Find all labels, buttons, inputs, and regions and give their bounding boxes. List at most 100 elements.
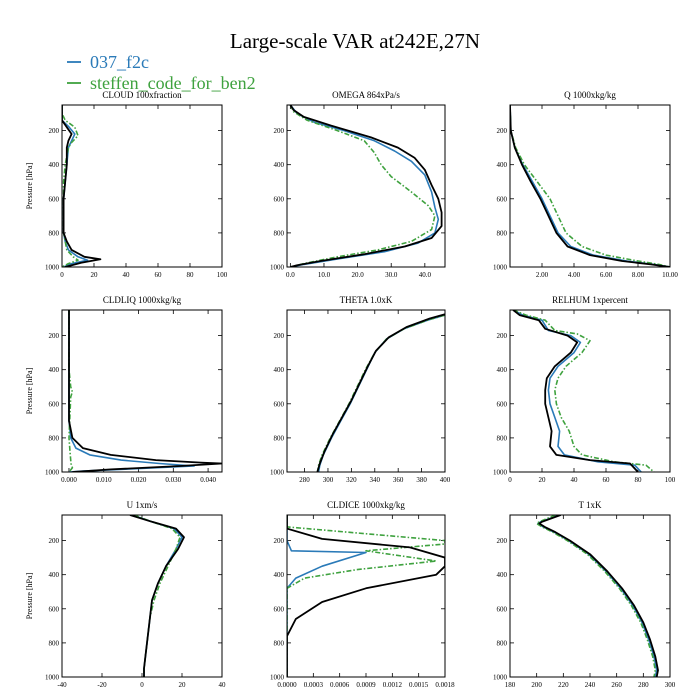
y-tick-label: 800 — [49, 639, 60, 647]
x-tick-label: 60 — [155, 271, 163, 279]
y-tick-label: 800 — [497, 229, 508, 237]
y-tick-label: 600 — [49, 195, 60, 203]
y-tick-label: 400 — [274, 571, 285, 579]
y-tick-label: 400 — [274, 366, 285, 374]
y-axis-label: Pressure [hPa] — [25, 572, 34, 619]
y-tick-label: 600 — [274, 605, 285, 613]
x-tick-label: 240 — [585, 681, 596, 689]
x-tick-label: 360 — [393, 476, 404, 484]
x-tick-label: 80 — [635, 476, 643, 484]
y-axis-label: Pressure [hPa] — [25, 162, 34, 209]
series-line-reference — [287, 515, 445, 677]
series-line-reference — [316, 313, 445, 472]
x-tick-label: 0.0000 — [277, 681, 297, 689]
x-tick-label: 0 — [508, 476, 512, 484]
y-tick-label: 600 — [497, 400, 508, 408]
y-tick-label: 200 — [274, 332, 285, 340]
x-tick-label: 0.010 — [96, 476, 112, 484]
y-tick-label: 1000 — [493, 264, 508, 272]
series-line-f2c — [68, 310, 195, 472]
y-tick-label: 800 — [49, 434, 60, 442]
x-tick-label: 0 — [60, 271, 64, 279]
x-tick-label: 10.0 — [318, 271, 331, 279]
series-line-steffen — [133, 515, 181, 677]
plot-frame — [509, 309, 671, 473]
y-tick-label: 800 — [274, 639, 285, 647]
x-tick-label: 60 — [603, 476, 611, 484]
x-tick-label: 300 — [665, 681, 676, 689]
y-tick-label: 600 — [49, 605, 60, 613]
panel-7: U 1xm/s 200 400 600 800 1000-40 -20 0 20 40 Pressu… — [25, 500, 226, 689]
series-line-steffen — [68, 310, 74, 472]
x-tick-label: 40.0 — [419, 271, 432, 279]
y-tick-label: 800 — [49, 229, 60, 237]
plot-frame — [509, 514, 671, 678]
y-tick-label: 200 — [497, 332, 508, 340]
x-tick-label: 320 — [346, 476, 357, 484]
x-tick-label: 40 — [219, 681, 227, 689]
x-tick-label: 0.0018 — [435, 681, 455, 689]
y-tick-label: 400 — [497, 161, 508, 169]
series-line-reference — [68, 310, 222, 472]
x-tick-label: -40 — [57, 681, 67, 689]
x-tick-label: 40 — [571, 476, 579, 484]
x-tick-label: 260 — [611, 681, 622, 689]
x-tick-label: 20 — [91, 271, 99, 279]
panel-title: Q 1000xkg/kg — [564, 90, 616, 100]
panel-title: T 1xK — [578, 500, 602, 510]
panel-title: U 1xm/s — [127, 500, 158, 510]
y-tick-label: 400 — [49, 571, 60, 579]
x-tick-label: 20 — [179, 681, 187, 689]
y-tick-label: 200 — [497, 537, 508, 545]
figure-title: Large-scale VAR at242E,27N — [230, 29, 480, 53]
legend: 037_f2c steffen_code_for_ben2 — [67, 52, 256, 93]
series-line-steffen — [289, 105, 436, 267]
panel-5: THETA 1.0xK 200 400 600 800 1000 280 300 320 340 3… — [270, 295, 451, 484]
plot-frame — [61, 309, 223, 473]
x-tick-label: 400 — [440, 476, 451, 484]
y-tick-label: 1000 — [45, 469, 60, 477]
x-tick-label: 200 — [531, 681, 542, 689]
y-tick-label: 1000 — [270, 264, 285, 272]
y-tick-label: 400 — [274, 161, 285, 169]
x-tick-label: 6.00 — [600, 271, 613, 279]
y-tick-label: 800 — [497, 639, 508, 647]
y-tick-label: 1000 — [45, 674, 60, 682]
x-tick-label: 280 — [638, 681, 649, 689]
panel-title: CLDICE 1000xkg/kg — [327, 500, 405, 510]
x-tick-label: 20.0 — [351, 271, 364, 279]
series-line-steffen — [512, 310, 655, 472]
x-tick-label: 100 — [217, 271, 228, 279]
x-tick-label: 280 — [299, 476, 310, 484]
y-tick-label: 200 — [49, 537, 60, 545]
plot-frame — [61, 514, 223, 678]
x-tick-label: 0.0012 — [383, 681, 403, 689]
y-axis-label: Pressure [hPa] — [25, 367, 34, 414]
x-tick-label: 0.0009 — [356, 681, 376, 689]
x-tick-label: 0.000 — [61, 476, 77, 484]
y-tick-label: 600 — [274, 195, 285, 203]
plot-frame — [286, 514, 446, 678]
x-tick-label: 0.030 — [165, 476, 181, 484]
y-tick-label: 600 — [497, 605, 508, 613]
y-tick-label: 1000 — [493, 674, 508, 682]
x-tick-label: 340 — [370, 476, 381, 484]
x-tick-label: 300 — [323, 476, 334, 484]
x-tick-label: 0.020 — [131, 476, 147, 484]
y-tick-label: 1000 — [45, 264, 60, 272]
y-tick-label: 600 — [497, 195, 508, 203]
plot-frame — [61, 104, 223, 268]
series-line-steffen — [535, 515, 657, 677]
x-tick-label: 40 — [123, 271, 131, 279]
y-tick-label: 200 — [274, 537, 285, 545]
panel-title: THETA 1.0xK — [340, 295, 393, 305]
x-tick-label: 8.00 — [632, 271, 645, 279]
y-tick-label: 600 — [274, 400, 285, 408]
